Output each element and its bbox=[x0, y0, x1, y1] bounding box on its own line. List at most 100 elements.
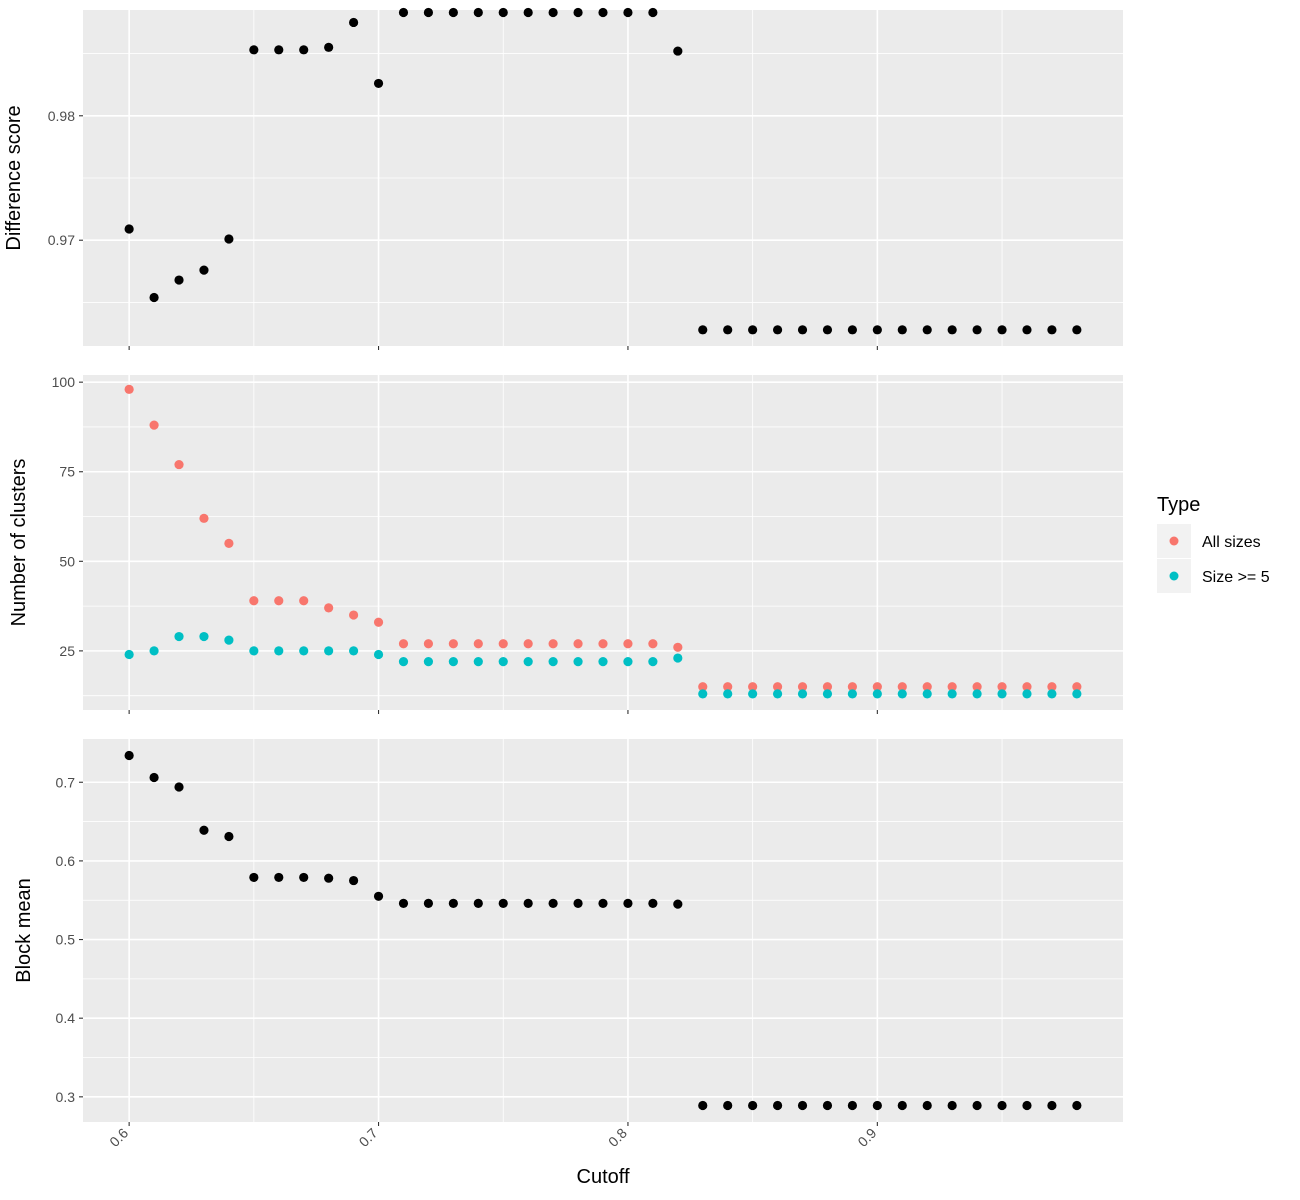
data-point bbox=[598, 639, 608, 649]
data-point bbox=[698, 1100, 708, 1111]
x-tick-label: 0.6 bbox=[106, 1125, 131, 1150]
data-point bbox=[598, 7, 608, 18]
data-point bbox=[972, 1100, 982, 1111]
data-point bbox=[872, 325, 882, 335]
data-point bbox=[149, 292, 159, 303]
data-point bbox=[872, 682, 882, 692]
y-tick-label: 0.7 bbox=[56, 774, 76, 790]
data-point bbox=[1047, 689, 1057, 699]
data-point bbox=[673, 899, 683, 909]
data-point bbox=[149, 420, 159, 430]
data-point bbox=[822, 325, 833, 335]
data-point bbox=[423, 7, 434, 18]
data-point bbox=[1047, 1100, 1057, 1111]
data-point bbox=[299, 596, 309, 606]
data-point bbox=[548, 639, 558, 649]
data-point bbox=[373, 617, 384, 627]
legend: Type All sizes Size >= 5 bbox=[1157, 494, 1270, 593]
y-axis-title: Block mean bbox=[13, 878, 35, 983]
data-point bbox=[847, 689, 858, 699]
data-point bbox=[398, 657, 409, 667]
data-point bbox=[897, 1100, 907, 1111]
data-point bbox=[174, 782, 184, 792]
data-point bbox=[997, 325, 1007, 335]
data-point bbox=[124, 384, 134, 394]
y-tick-label: 0.6 bbox=[56, 853, 76, 869]
data-point bbox=[1072, 682, 1082, 692]
legend-key-size-5 bbox=[1169, 571, 1179, 581]
data-point bbox=[473, 898, 483, 908]
panel-difference-score: 0.97 0.98 Difference score bbox=[3, 7, 1123, 350]
data-point bbox=[673, 642, 683, 652]
y-tick-label: 100 bbox=[52, 374, 76, 390]
data-point bbox=[348, 875, 359, 886]
data-point bbox=[448, 657, 458, 667]
data-point bbox=[872, 1100, 882, 1111]
data-point bbox=[598, 657, 608, 667]
data-point bbox=[573, 657, 583, 667]
y-tick-label: 75 bbox=[59, 464, 75, 480]
data-point bbox=[348, 610, 359, 620]
data-point bbox=[473, 7, 483, 18]
data-point bbox=[249, 646, 259, 656]
data-point bbox=[797, 689, 808, 699]
data-point bbox=[448, 7, 458, 18]
panel-block-mean: 0.3 0.4 0.5 0.6 0.7 0.6 0.7 0.8 0.9 Block mean bbox=[13, 739, 1123, 1150]
data-point bbox=[324, 42, 334, 52]
data-point bbox=[373, 649, 384, 660]
legend-label-size-5: Size >= 5 bbox=[1202, 569, 1270, 586]
panel-background bbox=[83, 739, 1123, 1122]
data-point bbox=[847, 325, 858, 335]
data-point bbox=[922, 682, 932, 692]
data-point bbox=[124, 750, 134, 761]
data-point bbox=[473, 639, 483, 649]
data-point bbox=[448, 898, 458, 908]
series-points bbox=[124, 750, 1082, 1111]
y-tick-label: 0.3 bbox=[56, 1089, 76, 1105]
chart-panels: 0.97 0.98 Difference score 25 50 75 100 Number … bbox=[3, 7, 1123, 1150]
data-point bbox=[772, 689, 783, 699]
data-point bbox=[1022, 325, 1032, 335]
data-point bbox=[249, 596, 259, 606]
x-tick-label: 0.7 bbox=[356, 1125, 381, 1150]
data-point bbox=[1022, 1100, 1032, 1111]
data-point bbox=[698, 682, 708, 692]
data-point bbox=[523, 657, 533, 667]
y-tick-label: 0.98 bbox=[48, 108, 75, 124]
panel-number-of-clusters: 25 50 75 100 Number of clusters bbox=[8, 374, 1123, 714]
data-point bbox=[797, 325, 808, 335]
data-point bbox=[623, 7, 633, 18]
data-point bbox=[1047, 325, 1057, 335]
data-point bbox=[548, 898, 558, 908]
data-point bbox=[324, 646, 334, 656]
data-point bbox=[299, 646, 309, 656]
data-point bbox=[423, 898, 434, 908]
y-axis-title: Difference score bbox=[3, 105, 25, 250]
y-tick-label: 0.5 bbox=[56, 932, 76, 948]
data-point bbox=[573, 898, 583, 908]
y-axis-title: Number of clusters bbox=[8, 459, 30, 627]
data-point bbox=[249, 45, 259, 55]
data-point bbox=[1022, 689, 1032, 699]
x-tick-label: 0.8 bbox=[605, 1125, 630, 1150]
data-point bbox=[523, 7, 533, 18]
data-point bbox=[199, 825, 209, 835]
data-point bbox=[423, 639, 434, 649]
y-tick-label: 0.97 bbox=[48, 232, 75, 248]
data-point bbox=[299, 45, 309, 55]
data-point bbox=[498, 898, 508, 908]
data-point bbox=[249, 872, 259, 883]
data-point bbox=[224, 831, 234, 842]
data-point bbox=[398, 7, 409, 18]
data-point bbox=[373, 891, 384, 901]
data-point bbox=[573, 639, 583, 649]
data-point bbox=[274, 45, 284, 55]
data-point bbox=[199, 631, 209, 642]
data-point bbox=[324, 603, 334, 613]
data-point bbox=[498, 639, 508, 649]
data-point bbox=[723, 1100, 733, 1111]
data-point bbox=[598, 898, 608, 908]
data-point bbox=[972, 689, 982, 699]
data-point bbox=[299, 872, 309, 883]
